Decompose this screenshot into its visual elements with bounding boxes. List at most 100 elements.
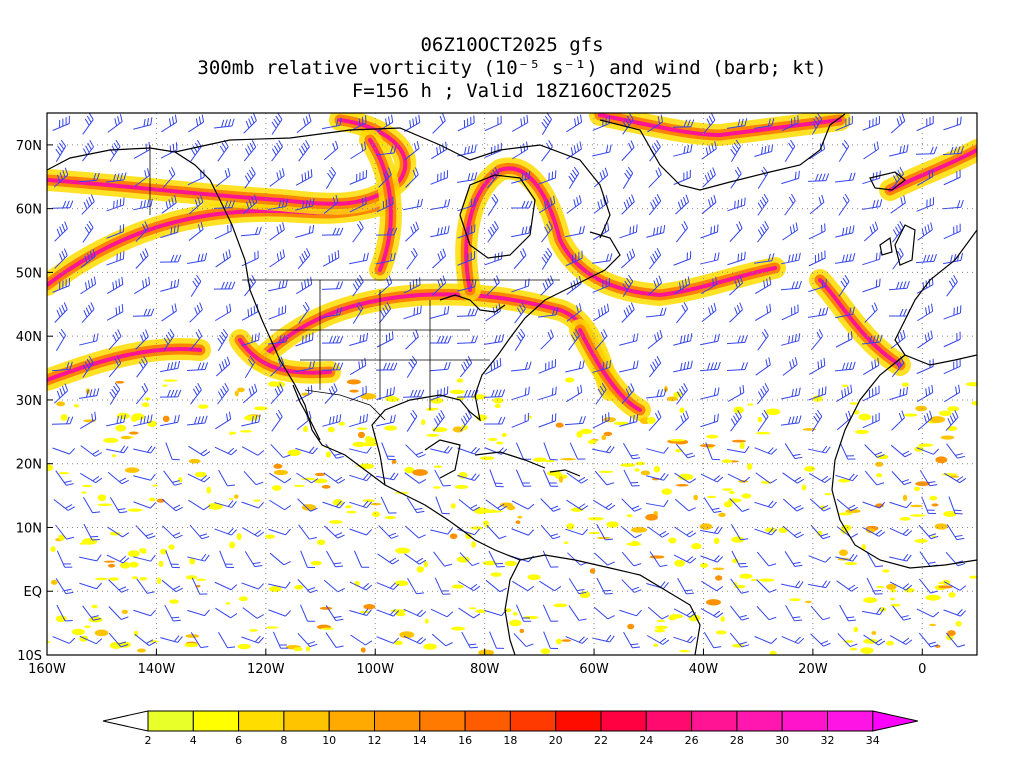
wind-barb [892, 167, 905, 189]
wind-barb [568, 578, 587, 595]
wind-barb [189, 524, 210, 540]
wind-barb [349, 473, 372, 482]
vorticity-speckle [948, 592, 956, 598]
wind-barb [405, 444, 426, 458]
vorticity-speckle [449, 533, 458, 540]
wind-barb [592, 277, 610, 293]
vorticity-speckle [849, 402, 859, 405]
colorbar: 2 4 6 8 10 12 14 16 18 20 22 24 26 28 30 32 34 [102, 710, 918, 747]
wind-barb [673, 251, 692, 266]
vorticity-speckle [875, 461, 884, 467]
vorticity-band-core [368, 138, 393, 272]
wind-barb [808, 357, 826, 375]
wind-barb [863, 634, 886, 646]
wind-barb [80, 445, 103, 457]
vorticity-speckle [817, 530, 823, 537]
wind-barb [674, 276, 691, 295]
wind-barb [215, 607, 238, 619]
wind-barb [755, 276, 772, 295]
colorbar-label: 34 [866, 734, 880, 747]
vorticity-speckle [494, 403, 501, 409]
wind-barb [594, 329, 608, 351]
wind-barb [82, 220, 94, 243]
vorticity-speckle [273, 469, 289, 476]
wind-barb [866, 550, 884, 568]
wind-barb [487, 193, 499, 216]
wind-barb [700, 252, 720, 265]
wind-barb [730, 578, 749, 594]
wind-barb [55, 578, 74, 595]
vorticity-speckle [97, 494, 107, 502]
wind-barb [83, 523, 100, 541]
vorticity-speckle [120, 435, 132, 440]
wind-barb [377, 553, 400, 565]
wind-barb [214, 223, 232, 240]
wind-barb [834, 361, 856, 372]
wind-barb [754, 253, 775, 264]
wind-barb [943, 223, 961, 240]
colorbar-swatch [464, 710, 511, 732]
wind-barb [918, 578, 939, 594]
wind-barb [241, 446, 265, 456]
colorbar-label: 20 [549, 734, 563, 747]
wind-barb [188, 445, 211, 457]
wind-barb [592, 634, 615, 643]
wind-barb [836, 410, 852, 431]
wind-barb [674, 472, 697, 484]
vorticity-speckle [451, 584, 464, 589]
wind-barb [187, 473, 211, 483]
vorticity-speckle [858, 413, 872, 421]
wind-barb [188, 194, 204, 215]
wind-barb [862, 501, 886, 509]
vorticity-speckle [512, 611, 518, 616]
wind-barb [810, 329, 824, 351]
wind-barb [295, 198, 315, 211]
wind-barb [376, 472, 399, 481]
vorticity-speckle [58, 534, 66, 541]
wind-barb [943, 305, 962, 320]
wind-barb [620, 248, 636, 269]
wind-barb [619, 360, 639, 373]
wind-barb [108, 579, 129, 593]
wind-barb [106, 414, 126, 427]
wind-barb [79, 635, 103, 645]
wind-barb [781, 115, 799, 132]
wind-barb [754, 118, 775, 129]
vorticity-speckle [801, 484, 807, 491]
colorbar-label: 18 [503, 734, 517, 747]
wind-barb [79, 582, 102, 590]
colorbar-label: 2 [145, 734, 152, 747]
wind-barb [647, 329, 663, 349]
wind-barb [403, 305, 422, 320]
wind-barb [106, 251, 125, 266]
wind-barb [136, 355, 148, 378]
wind-barb [161, 303, 177, 322]
wind-barb [511, 114, 529, 132]
wind-barb [190, 382, 202, 405]
wind-barb [946, 443, 965, 459]
wind-barb [539, 195, 556, 214]
vorticity-speckle [475, 609, 487, 613]
wind-barb [160, 224, 179, 239]
wind-barb [268, 609, 292, 617]
wind-barb [405, 167, 419, 188]
wind-barb [915, 254, 937, 264]
vorticity-speckle [844, 562, 858, 566]
wind-barb [432, 248, 447, 269]
vorticity-speckle [372, 511, 380, 518]
wind-barb [109, 497, 128, 514]
wind-barb [809, 194, 825, 215]
vorticity-speckle [679, 407, 685, 414]
vorticity-speckle [564, 377, 575, 383]
vorticity-speckle [853, 410, 860, 415]
wind-barb [269, 222, 285, 241]
wind-barb [836, 384, 853, 403]
colorbar-swatch [238, 710, 285, 732]
wind-barb [106, 224, 125, 239]
wind-barb [781, 252, 801, 265]
wind-barb [862, 607, 885, 616]
colorbar-label: 14 [413, 734, 427, 747]
wind-barb [942, 199, 964, 210]
wind-barb [134, 276, 151, 295]
wind-barb [646, 581, 669, 589]
